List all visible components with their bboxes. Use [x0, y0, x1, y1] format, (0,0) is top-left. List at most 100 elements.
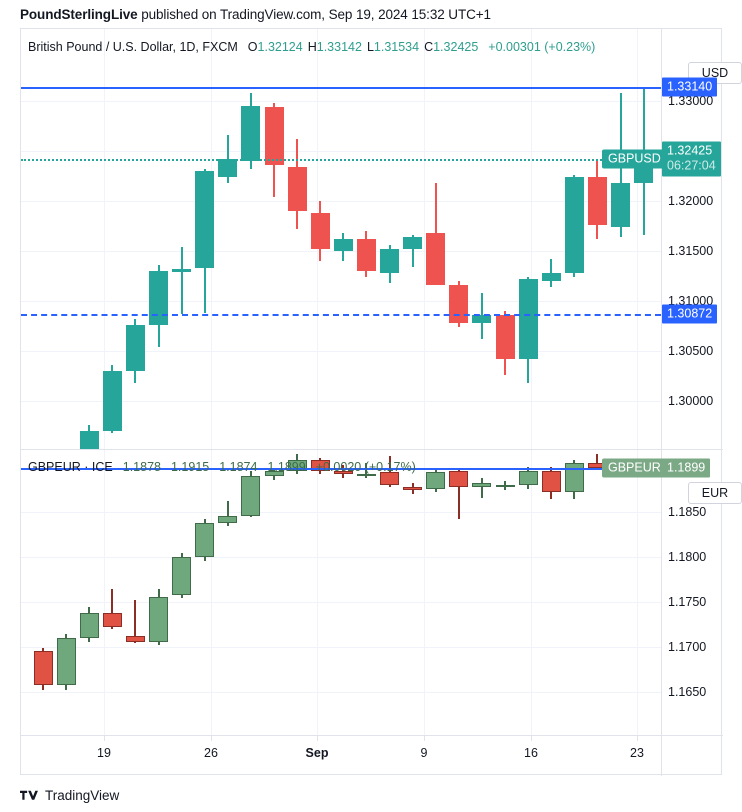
- price-tick-label: 1.33000: [668, 94, 714, 108]
- price-tick-label: 1.1800: [668, 550, 707, 564]
- candle-body: [79, 431, 99, 449]
- reference-line-dashed[interactable]: [21, 313, 661, 316]
- candle-body: [56, 638, 76, 685]
- ohlc-l-usd: 1.31534: [373, 40, 420, 54]
- candle-body: [241, 476, 261, 516]
- currency-unit-eur[interactable]: EUR: [688, 482, 742, 504]
- candle-body: [195, 171, 215, 268]
- ohlc-o-label-usd: O: [247, 40, 258, 54]
- candle-body: [310, 213, 330, 249]
- time-axis[interactable]: 19 26 Sep 9 16 23: [21, 735, 723, 775]
- price-label-low-usd[interactable]: 1.30872: [662, 304, 718, 324]
- time-tick-label: Sep: [305, 746, 329, 760]
- candle-wick: [480, 477, 483, 498]
- price-label-last-eur-value: 1.1899: [667, 460, 706, 475]
- candle-wick: [596, 453, 599, 467]
- candle-body: [426, 472, 446, 489]
- price-tick-label: 1.1650: [668, 685, 707, 699]
- gridline-vertical: [531, 29, 532, 449]
- candle-body: [564, 177, 584, 273]
- candle-body: [79, 612, 99, 638]
- candle-wick: [134, 600, 137, 644]
- candle-body: [356, 239, 376, 271]
- gridline-vertical: [104, 29, 105, 449]
- series-tag-gbpeur[interactable]: GBPEUR: [602, 458, 667, 478]
- price-label-last-usd[interactable]: 1.32425 06:27:04: [662, 141, 721, 176]
- candle-body: [403, 486, 423, 491]
- price-label-last-eur[interactable]: 1.1899: [662, 458, 711, 478]
- publisher-credit: PoundSterlingLive published on TradingVi…: [20, 7, 491, 22]
- reference-line-dotted[interactable]: [21, 158, 661, 161]
- legend-gbpusd[interactable]: British Pound / U.S. Dollar, 1D, FXCM O1.…: [21, 40, 595, 54]
- bar-countdown: 06:27:04: [667, 158, 716, 172]
- price-label-high-usd[interactable]: 1.33140: [662, 77, 718, 97]
- ohlc-c-label-usd: C: [424, 40, 434, 54]
- candle-body: [310, 459, 330, 471]
- candle-body: [472, 483, 492, 487]
- candle-wick: [457, 468, 460, 520]
- gridline-horizontal: [21, 692, 661, 693]
- candle-body: [172, 557, 192, 595]
- gridline-horizontal: [21, 251, 661, 252]
- change-usd: +0.00301 (+0.23%): [488, 40, 596, 54]
- pane-gbpusd[interactable]: [21, 29, 661, 449]
- candle-body: [587, 177, 607, 225]
- candle-body: [125, 636, 145, 642]
- candle-body: [287, 167, 307, 211]
- candle-body: [102, 612, 122, 628]
- series-tag-gbpusd[interactable]: GBPUSD: [602, 149, 667, 168]
- ohlc-o-usd: 1.32124: [257, 40, 303, 54]
- candle-body: [264, 470, 284, 476]
- gridline-vertical: [104, 450, 105, 735]
- gridline-horizontal: [21, 647, 661, 648]
- candle-body: [264, 107, 284, 165]
- publisher-meta: published on TradingView.com, Sep 19, 20…: [137, 7, 491, 22]
- price-scale-eur[interactable]: 1.1850 1.1800 1.1750 1.1700 1.1650: [662, 450, 723, 735]
- time-tick-label: 23: [630, 746, 644, 760]
- candle-body: [218, 515, 238, 523]
- candle-wick: [411, 235, 414, 267]
- time-tick-mark: [424, 735, 425, 741]
- candle-body: [380, 472, 399, 485]
- candle-body: [518, 470, 538, 485]
- candle-body: [172, 269, 192, 272]
- time-tick-mark: [317, 735, 318, 741]
- time-tick-label: 16: [524, 746, 538, 760]
- gridline-horizontal: [21, 602, 661, 603]
- gridline-horizontal: [21, 512, 661, 513]
- candle-wick: [180, 247, 183, 314]
- reference-line-solid[interactable]: [21, 87, 661, 89]
- ohlc-h-eur: 1.1915: [170, 460, 210, 474]
- candle-body: [333, 239, 353, 251]
- price-tick-label: 1.30000: [668, 394, 714, 408]
- candle-body: [380, 249, 399, 273]
- time-tick-label: 19: [97, 746, 111, 760]
- candle-body: [426, 233, 446, 285]
- candle-body: [333, 470, 353, 475]
- time-tick-mark: [104, 735, 105, 741]
- candle-body: [518, 279, 538, 359]
- candle-wick: [226, 501, 229, 527]
- candle-body: [149, 271, 168, 325]
- ohlc-l-label-usd: L: [366, 40, 374, 54]
- candle-body: [564, 463, 584, 493]
- candle-body: [472, 315, 492, 323]
- time-tick-label: 26: [204, 746, 218, 760]
- pane-gbpeur[interactable]: [21, 450, 661, 735]
- gridline-vertical: [424, 29, 425, 449]
- pane-divider: [21, 449, 723, 450]
- gridline-vertical: [637, 29, 638, 449]
- candle-wick: [388, 456, 391, 487]
- time-tick-mark: [637, 735, 638, 741]
- gridline-horizontal: [21, 351, 661, 352]
- price-tick-label: 1.30500: [668, 344, 714, 358]
- legend-gbpeur[interactable]: GBPEUR · ICE 1.1878 1.1915 1.1874 1.1899 +0.0…: [21, 460, 416, 474]
- time-tick-mark: [531, 735, 532, 741]
- reference-line-solid[interactable]: [21, 467, 661, 470]
- ohlc-l-eur: 1.1874: [219, 460, 258, 474]
- ohlc-h-usd: 1.33142: [316, 40, 362, 54]
- price-label-last-usd-value: 1.32425: [667, 143, 713, 157]
- candle-body: [541, 470, 561, 493]
- price-tick-label: 1.1850: [668, 505, 707, 519]
